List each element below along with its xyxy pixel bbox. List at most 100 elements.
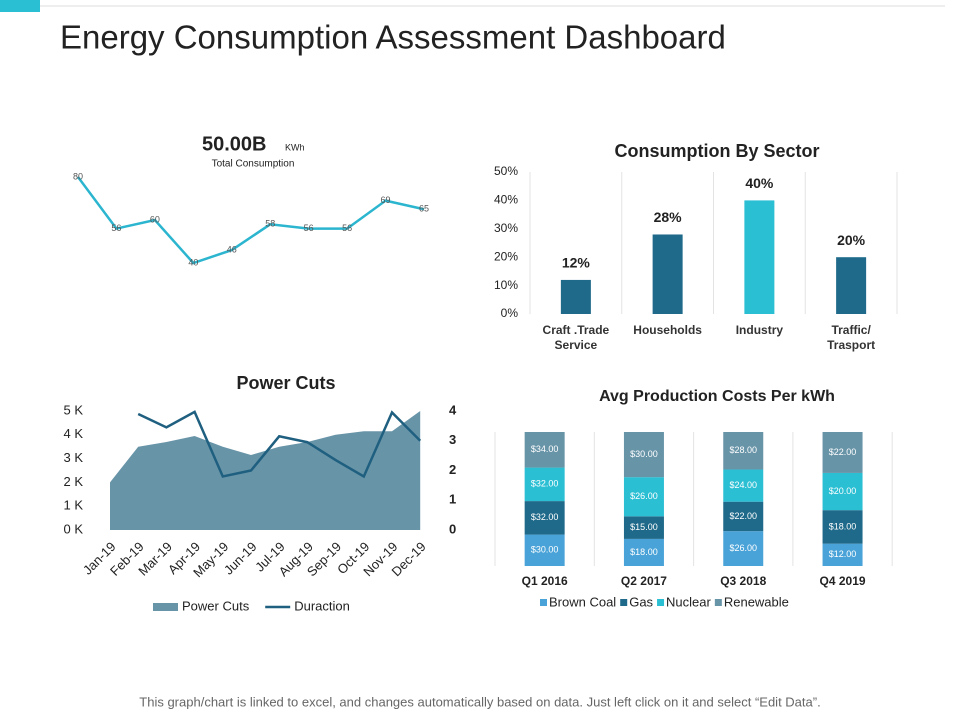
legend-label: Renewable [724, 594, 789, 609]
data-label: 20% [837, 232, 866, 248]
data-label: $30.00 [630, 449, 658, 459]
y-tick-label: 1 K [63, 498, 83, 513]
data-label: 28% [654, 209, 683, 225]
bar-segment [623, 432, 664, 478]
line [137, 410, 422, 479]
legend-swatch [657, 599, 665, 606]
data-label: $32.00 [531, 479, 559, 489]
data-label: 56 [342, 223, 352, 233]
y-tick-label: 5 K [63, 402, 83, 417]
bar-segment [524, 534, 565, 566]
data-label: 56 [111, 223, 121, 233]
data-label: $20.00 [829, 486, 857, 496]
y2-tick-label: 2 [449, 462, 456, 477]
data-label: $18.00 [829, 521, 857, 531]
bar-segment [723, 531, 764, 566]
y2-tick-label: 0 [449, 521, 456, 536]
bar-segment [822, 432, 863, 473]
data-label: $34.00 [531, 444, 559, 454]
bar-segment [524, 432, 565, 468]
y2-tick-label: 3 [449, 432, 456, 447]
bar-segment [723, 469, 764, 502]
bar-segment [623, 516, 664, 539]
chart-title: Avg Production Costs Per kWh [599, 388, 835, 405]
y2-tick-label: 4 [449, 402, 457, 417]
y-tick-label: 0 K [63, 521, 83, 536]
footer: This graph/chart is linked to excel, and… [139, 694, 820, 709]
bar-segment [723, 501, 764, 532]
y-tick-label: 30% [494, 221, 518, 235]
page-title: Energy Consumption Assessment Dashboard [60, 19, 726, 56]
y-tick-label: 40% [494, 193, 518, 207]
unit: KWh [285, 142, 305, 152]
data-label: 65 [419, 204, 429, 214]
data-label: 80 [73, 171, 83, 181]
legend-label: Nuclear [666, 594, 711, 609]
x-tick-label: Q4 2019 [820, 574, 866, 588]
line [76, 176, 425, 265]
data-label: $32.00 [531, 512, 559, 522]
bar-segment [822, 543, 863, 566]
data-label: $22.00 [729, 511, 757, 521]
bar-segment [623, 538, 664, 566]
x-tick-label: Industry [735, 323, 784, 337]
data-label: 40 [188, 257, 198, 267]
data-label: $26.00 [729, 543, 757, 553]
data-label: $24.00 [729, 480, 757, 490]
y-tick-label: 2 K [63, 474, 83, 489]
bar-segment [524, 467, 565, 502]
data-label: 60 [150, 214, 160, 224]
data-label: $26.00 [630, 491, 658, 501]
legend-label: Gas [629, 594, 653, 609]
data-label: $30.00 [531, 545, 559, 555]
bar-segment [524, 501, 565, 535]
bar-segment [723, 432, 764, 470]
data-label: 46 [227, 244, 237, 254]
area [110, 411, 421, 530]
y-tick-label: 20% [494, 249, 518, 263]
data-label: 12% [562, 255, 591, 271]
chart-title: Consumption By Sector [614, 141, 819, 161]
legend-swatch [620, 599, 628, 606]
y2-tick-label: 1 [449, 492, 456, 507]
x-tick-label: Q1 2016 [522, 574, 568, 588]
y-tick-label: 3 K [63, 450, 83, 465]
data-label: $28.00 [729, 445, 757, 455]
x-tick-label: Q2 2017 [621, 574, 667, 588]
x-tick-label: Craft .Trade Service [542, 323, 610, 352]
subtitle: Total Consumption [212, 159, 295, 170]
data-label: $15.00 [630, 522, 658, 532]
data-label: 56 [304, 223, 314, 233]
data-label: $12.00 [829, 549, 857, 559]
data-label: 69 [381, 195, 391, 205]
legend-swatch [540, 599, 547, 606]
bar [744, 200, 775, 314]
legend-label: Power Cuts [182, 598, 250, 613]
y-tick-label: 0% [501, 306, 519, 320]
data-label: $22.00 [829, 447, 857, 457]
y-tick-label: 4 K [63, 426, 83, 441]
data-label: 40% [745, 175, 774, 191]
data-label: $18.00 [630, 547, 658, 557]
bar [560, 279, 591, 314]
accent [0, 0, 40, 12]
bar-segment [822, 472, 863, 511]
bar [652, 234, 683, 314]
x-tick-label: Jun-19 [221, 539, 260, 578]
legend-swatch [714, 599, 722, 606]
legend-label: Duraction [294, 598, 350, 613]
legend-label: Brown Coal [549, 594, 616, 609]
y-tick-label: 10% [494, 278, 518, 292]
chart-title: Power Cuts [236, 373, 335, 393]
x-tick-label: Traffic/ Trasport [827, 323, 876, 352]
data-label: 58 [265, 219, 275, 229]
x-tick-label: Q3 2018 [720, 574, 766, 588]
bar-segment [822, 510, 863, 544]
legend-swatch [153, 603, 178, 611]
headline: 50.00B [202, 133, 267, 155]
y-tick-label: 50% [494, 164, 518, 178]
bar [836, 257, 867, 314]
bar-segment [623, 477, 664, 517]
